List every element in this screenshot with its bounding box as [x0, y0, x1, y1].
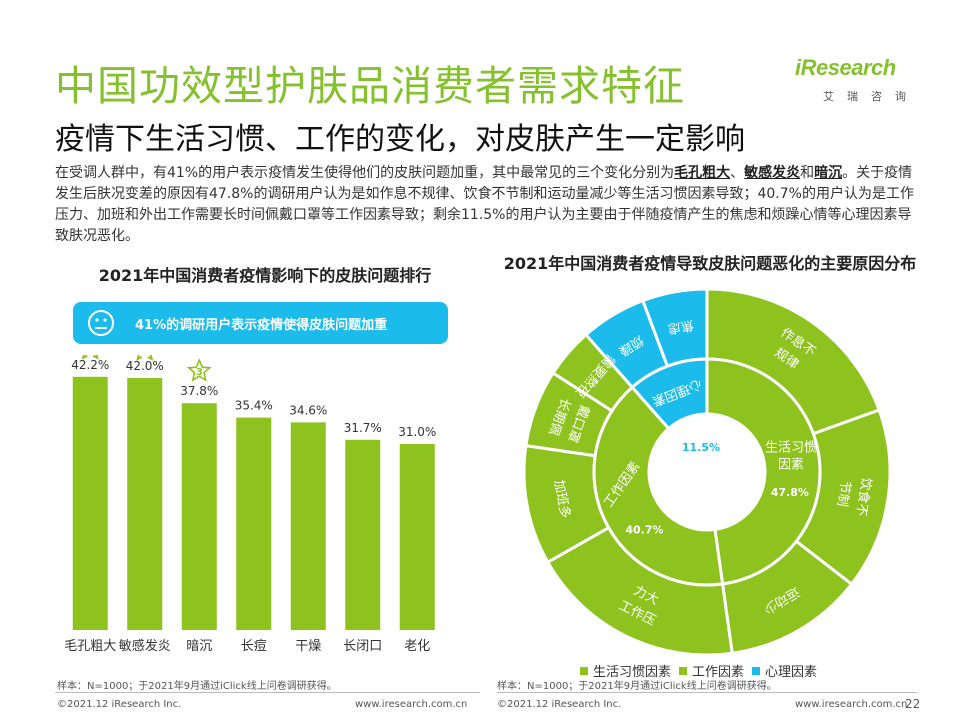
website-link-left[interactable]: www.iresearch.com.cn [355, 699, 468, 710]
sunburst-chart: 作息不规律饮食不节制运动少工作压力大加班多长期佩戴口罩需要熬夜烦躁焦虑生活习惯因… [522, 287, 892, 657]
sunburst-inner-value: 11.5% [682, 441, 720, 454]
sunburst-outer-label: 焦虑 [667, 317, 695, 336]
sunburst-inner-slice [705, 357, 822, 586]
bar-value-label: 34.6% [289, 403, 327, 417]
bar-毛孔粗大 [72, 376, 108, 630]
legend-swatch [679, 667, 688, 675]
intro-text-2: 和 [800, 165, 815, 181]
legend-item: 心理因素 [752, 661, 817, 680]
intro-paragraph: 在受调人群中，有41%的用户表示疫情发生使得他们的皮肤问题加重，其中最常见的三个… [55, 163, 915, 247]
sunburst-inner-value: 40.7% [625, 523, 663, 536]
bar-value-label: 37.8% [180, 384, 218, 398]
callout-text: 41%的调研用户表示疫情使得皮肤问题加重 [135, 318, 388, 333]
bar-category-label: 毛孔粗大 [64, 639, 116, 654]
legend-swatch [752, 667, 761, 675]
page-number: 22 [905, 697, 921, 711]
legend-label: 心理因素 [765, 665, 818, 680]
sunburst-outer-label: 节制 [834, 480, 853, 508]
callout-banner: 41%的调研用户表示疫情使得皮肤问题加重 [73, 302, 448, 344]
legend-label: 生活习惯因素 [593, 665, 672, 680]
rank-badge-3-icon: 3 [186, 358, 212, 382]
bar-category-label: 干燥 [295, 639, 321, 654]
rank-badge-1-icon: 1 [81, 355, 99, 360]
intro-highlight-pores: 毛孔粗大 [674, 165, 731, 181]
bar-chart-title: 2021年中国消费者疫情影响下的皮肤问题排行 [98, 266, 432, 285]
bar-value-label: 35.4% [235, 399, 273, 413]
website-link-right[interactable]: www.iresearch.com.cn [795, 699, 908, 710]
sunburst-inner-slice [630, 357, 709, 431]
page-subtitle: 疫情下生活习惯、工作的变化，对皮肤产生一定影响 [55, 122, 745, 157]
footer-divider-left [55, 692, 480, 693]
legend-label: 工作因素 [692, 665, 745, 680]
bar-老化 [399, 444, 435, 630]
bar-敏感发炎 [127, 378, 163, 630]
bar-chart: 42.2% 毛孔粗大 1 42.0% 敏感发炎 2 37.8% 暗沉 3 35.4% 长痘 34.6%… [64, 355, 436, 654]
sunburst-inner-value: 47.8% [771, 486, 809, 499]
pie-legend: 生活习惯因素 工作因素 心理因素 [580, 661, 825, 680]
intro-sep: 、 [730, 165, 745, 181]
iresearch-logo: iResearch 艾瑞咨询 [795, 52, 910, 104]
intro-highlight-dull: 暗沉 [814, 165, 843, 181]
bar-value-label: 31.7% [344, 421, 382, 435]
sad-face-icon [88, 310, 114, 336]
sunburst-outer-label: 饮食不 [853, 476, 875, 517]
bar-value-label: 31.0% [398, 425, 436, 439]
bar-category-label: 长闭口 [343, 639, 382, 654]
bar-长痘 [236, 417, 272, 630]
bar-干燥 [290, 422, 326, 630]
bar-长闭口 [345, 439, 381, 630]
sample-note-left: 样本：N=1000；于2021年9月通过iClick线上问卷调研获得。 [57, 681, 337, 692]
bar-category-label: 老化 [404, 639, 430, 654]
sample-note-right: 样本：N=1000；于2021年9月通过iClick线上问卷调研获得。 [497, 681, 777, 692]
bar-value-label: 42.0% [126, 359, 164, 373]
bar-category-label: 暗沉 [186, 639, 212, 654]
copyright-left: ©2021.12 iResearch Inc. [57, 699, 182, 710]
rank-badge-2-icon: 2 [136, 355, 154, 361]
intro-highlight-sensitive: 敏感发炎 [744, 165, 801, 181]
bar-value-label: 42.2% [71, 358, 109, 372]
logo-cn-text: 艾瑞咨询 [823, 90, 919, 103]
logo-wordmark: iResearch [795, 55, 896, 80]
pie-chart-title: 2021年中国消费者疫情导致皮肤问题恶化的主要原因分布 [503, 254, 917, 273]
intro-text-3: 。关于疫情发生后肤况变差的原因有47.8%的调研用户认为是如作息不规律、饮食不节… [55, 165, 914, 244]
legend-swatch [580, 667, 588, 675]
svg-text:3: 3 [196, 367, 203, 378]
copyright-right: ©2021.12 iResearch Inc. [497, 699, 622, 710]
bar-category-label: 敏感发炎 [119, 638, 171, 654]
footer-divider-right [497, 692, 917, 693]
legend-item: 生活习惯因素 [580, 661, 671, 680]
sunburst-outer-label: 加班多 [551, 479, 574, 520]
legend-item: 工作因素 [679, 661, 744, 680]
sunburst-inner-label: 因素 [778, 457, 804, 472]
page-title: 中国功效型护肤品消费者需求特征 [55, 62, 685, 110]
bar-category-label: 长痘 [241, 639, 267, 654]
intro-text-1: 在受调人群中，有41%的用户表示疫情发生使得他们的皮肤问题加重，其中最常见的三个… [55, 165, 675, 181]
bar-暗沉 [181, 403, 217, 630]
sunburst-inner-slice [592, 385, 725, 587]
sunburst-inner-label: 生活习惯 [765, 439, 817, 455]
